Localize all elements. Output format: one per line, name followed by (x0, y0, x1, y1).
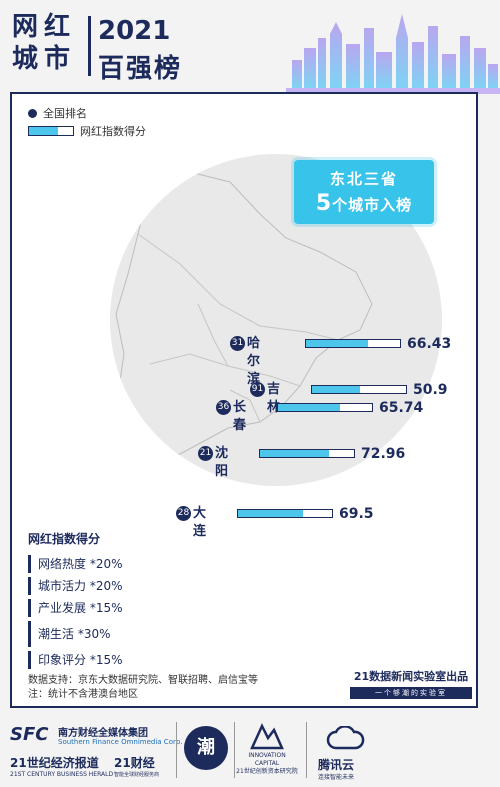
innovation-capital-sub: 21世纪创新资本研究院 (236, 768, 298, 775)
city-name: 沈阳 (215, 446, 229, 479)
innovation-capital-logo-icon (250, 723, 284, 750)
brand-21caijing-sub: 智能全球财经服务商 (114, 772, 160, 778)
footer: SFC 南方财经全媒体集团 Southern Finance Omnimedia… (0, 708, 500, 787)
callout-suffix: 个城市入榜 (332, 196, 413, 214)
innovation-capital-text: INNOVATION CAPITAL 21世纪创新资本研究院 (236, 752, 298, 776)
tencent-cloud-name: 腾讯云 (318, 758, 355, 772)
header: 网 红 城 市 2021 百强榜 (0, 0, 500, 94)
herald-name-en: 21ST CENTURY BUSINESS HERALD (10, 771, 114, 778)
score-bar (277, 403, 373, 412)
weight-item: 印象评分 *15% (28, 649, 123, 671)
score-bar (259, 449, 355, 458)
score-bar-fill (238, 510, 303, 517)
lab-title: 21数据新闻实验室出品 (353, 670, 469, 683)
score-bar-fill (306, 340, 368, 347)
footer-divider (176, 722, 177, 778)
score-weights: 网红指数得分 网络热度 *20% 城市活力 *20% 产业发展 *15% 潮生活… (28, 530, 123, 671)
group-name-en: Southern Finance Omnimedia Corp. (58, 738, 183, 746)
weight-item: 产业发展 *15% (28, 597, 123, 619)
rank-dot-icon (28, 108, 37, 118)
score-value-label: 72.96 (361, 446, 406, 462)
footer-divider (306, 722, 307, 778)
legend-score-label: 网红指数得分 (80, 125, 146, 138)
legend: 全国排名 网红指数得分 (28, 104, 146, 140)
city-name: 哈尔滨 (247, 336, 261, 387)
national-rank-badge: 36 (216, 400, 231, 415)
city-name: 大连 (193, 506, 207, 539)
herald-name: 21世纪经济报道 (10, 756, 99, 770)
national-rank-badge: 91 (250, 382, 265, 397)
callout-region: 东北三省 (329, 170, 398, 188)
wanghong-city-logo: 网 红 城 市 (12, 12, 80, 78)
score-value-label: 69.5 (339, 506, 374, 522)
brand-21caijing: 21财经 (114, 756, 155, 770)
source-line: 数据支持：京东大数据研究院、智联招聘、启信宝等 (28, 675, 258, 686)
score-value-label: 65.74 (379, 400, 424, 416)
lab-slogan: 一个够潮的实验室 (350, 687, 472, 699)
tencent-cloud-slogan: 连接智能未来 (318, 774, 355, 781)
legend-score: 网红指数得分 (28, 122, 146, 140)
data-source-note: 数据支持：京东大数据研究院、智联招聘、启信宝等 注：统计不含港澳台地区 (28, 674, 258, 702)
source-note: 注：统计不含港澳台地区 (28, 689, 138, 700)
year-label: 2021 (98, 16, 171, 46)
national-rank-badge: 28 (176, 506, 191, 521)
score-bar (305, 339, 401, 348)
weight-item: 网络热度 *20% (28, 553, 123, 575)
callout-count: 5 (315, 191, 333, 216)
logo-char: 网 (12, 12, 38, 42)
score-bar-fill (260, 450, 329, 457)
group-name: 南方财经全媒体集团 (58, 728, 148, 739)
city-skyline-illustration (286, 14, 500, 94)
score-bar-fill (278, 404, 340, 411)
score-bar-icon (28, 126, 74, 136)
weight-item: 城市活力 *20% (28, 575, 123, 597)
score-bar (311, 385, 407, 394)
city-name: 长春 (233, 400, 247, 433)
legend-rank-label: 全国排名 (43, 107, 87, 120)
chao-logo: 潮 (184, 726, 228, 770)
legend-rank: 全国排名 (28, 104, 146, 122)
callout-count-line: 5个城市入榜 (294, 191, 434, 216)
national-rank-badge: 21 (198, 446, 213, 461)
score-value-label: 66.43 (407, 336, 452, 352)
city-name: 吉林 (267, 382, 281, 415)
footer-divider (234, 722, 235, 778)
weight-item: 潮生活 *30% (28, 619, 123, 649)
cloud-icon (326, 726, 365, 750)
lab-credit: 21数据新闻实验室出品 一个够潮的实验室 (350, 668, 472, 699)
logo-char: 城 (12, 44, 38, 74)
ranking-title: 百强榜 (98, 54, 183, 84)
logo-char: 红 (44, 12, 70, 42)
chart-frame: 全国排名 网红指数得分 东北三省 5个城市入榜 31 哈尔滨 66.43 91 吉林 50… (10, 92, 478, 708)
northeast-callout-box: 东北三省 5个城市入榜 (294, 160, 434, 224)
national-rank-badge: 31 (230, 336, 245, 351)
weights-title: 网红指数得分 (28, 532, 101, 546)
logo-char: 市 (44, 44, 70, 74)
sfc-logo: SFC (10, 724, 49, 745)
innovation-capital-name: INNOVATION CAPITAL (248, 752, 286, 767)
score-value-label: 50.9 (413, 382, 448, 398)
header-divider (88, 16, 91, 76)
score-bar-fill (312, 386, 360, 393)
score-bar (237, 509, 333, 518)
